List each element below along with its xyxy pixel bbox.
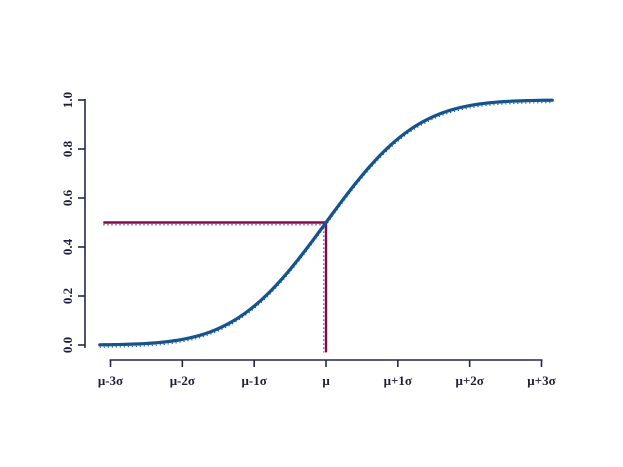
- y-tick-label: 0.6: [60, 189, 75, 206]
- x-tick-label: μ+3σ: [527, 373, 555, 388]
- x-tick-label: μ+2σ: [455, 373, 483, 388]
- y-tick-label: 0.0: [60, 337, 75, 353]
- x-tick-label: μ: [322, 373, 330, 388]
- x-tick-label: μ+1σ: [384, 373, 412, 388]
- x-tick-label: μ-2σ: [170, 373, 195, 388]
- x-tick-label: μ-1σ: [242, 373, 267, 388]
- y-tick-label: 0.2: [60, 288, 75, 304]
- y-tick-label: 0.4: [60, 238, 75, 255]
- x-tick-label: μ-3σ: [98, 373, 123, 388]
- y-tick-label: 0.8: [60, 140, 75, 157]
- y-tick-label: 1.0: [60, 92, 75, 108]
- cdf-curve: [98, 98, 554, 347]
